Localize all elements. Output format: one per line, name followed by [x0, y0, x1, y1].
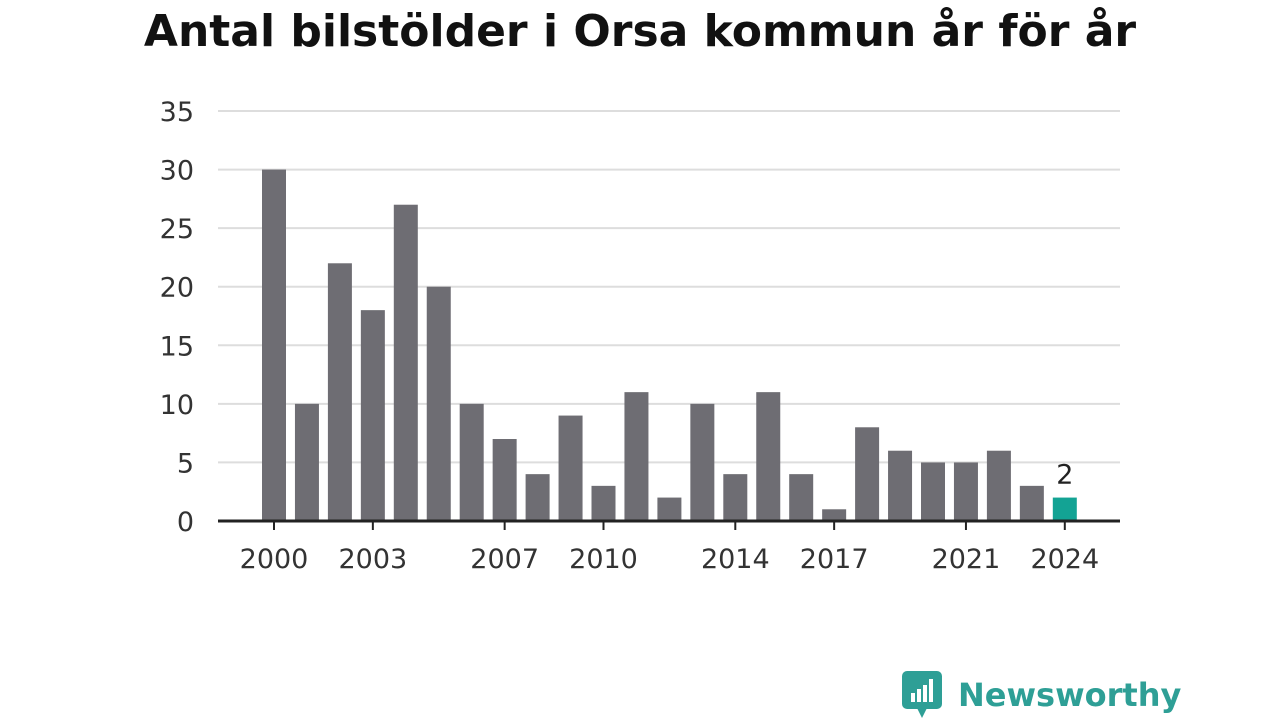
bar: [558, 415, 583, 521]
bar: [822, 509, 847, 521]
x-tick-label: 2021: [932, 544, 1001, 575]
bar: [624, 392, 649, 521]
bar: [855, 427, 880, 521]
bar: [986, 450, 1011, 521]
bar: [888, 450, 913, 521]
x-tick-label: 2010: [569, 544, 638, 575]
bar: [756, 392, 781, 521]
bar: [591, 485, 616, 521]
bar: [1052, 497, 1077, 521]
y-tick-label: 15: [160, 331, 194, 362]
x-tick-label: 2024: [1030, 544, 1099, 575]
bar: [459, 403, 484, 521]
bar: [327, 263, 352, 521]
bar: [723, 474, 748, 521]
y-tick-label: 35: [160, 97, 194, 128]
bar: [426, 286, 451, 521]
y-tick-label: 5: [177, 448, 194, 479]
bar: [1019, 485, 1044, 521]
bar: [294, 403, 319, 521]
y-tick-label: 25: [160, 214, 194, 245]
x-tick-label: 2014: [701, 544, 770, 575]
brand-name: Newsworthy: [958, 676, 1182, 714]
chart-title: Antal bilstölder i Orsa kommun år för år: [143, 6, 1137, 57]
bars: [262, 169, 1077, 522]
bar: [492, 439, 517, 521]
bar: [262, 169, 286, 522]
y-tick-label: 0: [177, 507, 194, 538]
y-tick-label: 20: [160, 273, 194, 304]
x-tick-label: 2007: [470, 544, 539, 575]
bar: [360, 310, 385, 521]
x-tick-label: 2003: [338, 544, 407, 575]
y-tick-label: 30: [160, 156, 194, 187]
newsworthy-logo-icon: [902, 671, 942, 718]
bar: [690, 403, 715, 521]
brand-logo: Newsworthy: [902, 671, 1181, 719]
bar: [525, 474, 550, 521]
bar: [393, 204, 418, 521]
bar: [953, 462, 978, 521]
bar: [921, 462, 945, 521]
bar: [789, 474, 814, 521]
bar: [657, 497, 682, 521]
axes: [218, 519, 1120, 530]
y-tick-label: 10: [160, 390, 194, 421]
data-label: 2: [1056, 460, 1073, 491]
labels: 0 5 10 15 20 25 30 35 2 2000 2003 2007 2010 2014 2017 2…: [160, 97, 1100, 575]
gridlines: [218, 110, 1120, 464]
x-tick-label: 2017: [800, 544, 869, 575]
x-tick-label: 2000: [240, 544, 309, 575]
